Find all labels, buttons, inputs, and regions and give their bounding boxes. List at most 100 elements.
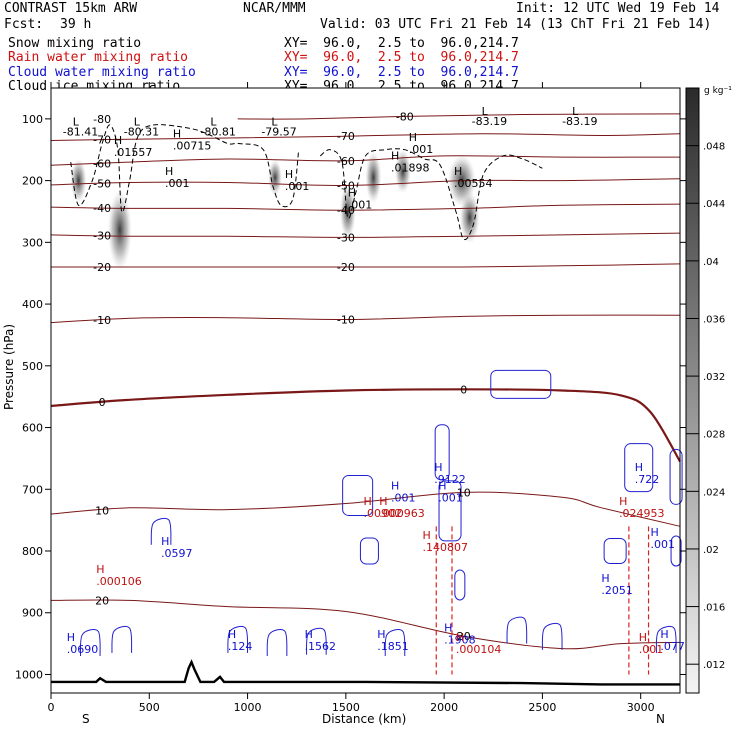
snow-shade-7 xyxy=(268,159,283,196)
snow-max-h-6: H xyxy=(454,165,462,178)
ice-low-value-2: -80.81 xyxy=(200,126,235,139)
cloudwater-low-4 xyxy=(266,629,288,657)
cloudwater-max-value-1: .0597 xyxy=(161,547,193,560)
ice-low-value-4: -83.19 xyxy=(472,115,507,128)
snow-shade-2 xyxy=(365,151,382,204)
cloudwater-max-h-12: H xyxy=(660,628,668,641)
rain-max-h-6: H xyxy=(639,631,647,644)
temp-contour-10 xyxy=(50,599,681,650)
ice-contour-0 xyxy=(70,124,300,213)
cloudwater-max-h-3: H xyxy=(305,628,313,641)
cloudwater-contour-6 xyxy=(624,443,654,493)
cloudwater-max-h-0: H xyxy=(67,631,75,644)
temp-contour-label-mid-9: 10 xyxy=(457,486,471,499)
temp-contour-label-mid-8: 0 xyxy=(460,383,467,396)
field-rain-label: Rain water mixing ratio xyxy=(8,50,189,65)
ice-low-l-3: L xyxy=(271,116,278,129)
snow-shade-6 xyxy=(70,158,87,203)
snow-max-h-5: H xyxy=(409,131,417,144)
ice-low-l-5: L xyxy=(572,105,579,118)
snow-max-h-7: H xyxy=(348,186,356,199)
cloudwater-max-value-4: .1851 xyxy=(377,640,409,653)
rain-max-h-5: H xyxy=(619,495,627,508)
y-tick-label-1: 200 xyxy=(22,175,43,188)
temp-contour-0 xyxy=(237,113,681,120)
cloudwater-max-value-5: .001 xyxy=(391,492,416,505)
init-time: Init: 12 UTC Wed 19 Feb 14 xyxy=(516,1,720,16)
cloudwater-contour-3 xyxy=(438,480,462,542)
cloudwater-contour-0 xyxy=(342,474,374,516)
colorbar-tick-label-9: .012 xyxy=(703,660,725,671)
cloudwater-max-h-9: H xyxy=(601,572,609,585)
cloudwater-low-6 xyxy=(384,629,406,657)
cloudwater-max-h-1: H xyxy=(161,535,169,548)
forecast-hours: 39 h xyxy=(60,17,92,32)
field-cloudwater-label: Cloud water mixing ratio xyxy=(8,65,196,80)
ice-low-value-0: -81.41 xyxy=(63,126,98,139)
field-rain-xy: XY= 96.0, 2.5 to 96.0,214.7 xyxy=(284,50,519,65)
model-title: CONTRAST 15km ARW xyxy=(4,1,138,16)
cloudwater-max-value-9: .2051 xyxy=(601,584,633,597)
rain-max-h-4: H xyxy=(456,631,464,644)
y-tick-label-3: 400 xyxy=(22,298,43,311)
cloudwater-max-h-6: H xyxy=(434,461,442,474)
x-tick-label-2: 1000 xyxy=(234,701,262,714)
cloudwater-max-value-11: .001 xyxy=(651,538,676,551)
valid-time: Valid: 03 UTC Fri 21 Feb 14 (13 ChT Fri … xyxy=(320,17,712,32)
cloudwater-max-value-0: .0690 xyxy=(67,643,99,656)
cloudwater-max-value-7: .001 xyxy=(438,492,463,505)
y-axis-label: Pressure (hPa) xyxy=(2,323,17,411)
cloudwater-low-8 xyxy=(541,622,563,650)
temp-contour-label-mid-2: -60 xyxy=(337,155,355,168)
snow-max-value-7: .001 xyxy=(348,198,373,211)
snow-max-value-0: .01557 xyxy=(114,146,152,159)
cloudwater-low-0 xyxy=(79,629,101,657)
temp-contour-3 xyxy=(50,178,681,187)
y-tick-label-5: 600 xyxy=(22,422,43,435)
temp-contour-9 xyxy=(50,491,681,527)
snow-max-value-4: .01898 xyxy=(391,161,430,174)
temp-contour-label-mid-10: 20 xyxy=(457,630,471,643)
rain-max-h-2: H xyxy=(379,495,387,508)
colorbar-tick-label-4: .032 xyxy=(703,372,725,383)
colorbar-tick-label-0: .048 xyxy=(703,142,725,153)
snow-shade-1 xyxy=(339,183,356,240)
cloudwater-max-value-3: .1562 xyxy=(305,640,337,653)
cloudwater-max-value-2: .124 xyxy=(228,640,253,653)
rain-max-value-0: .000106 xyxy=(96,575,142,588)
x-tick-label-4: 2000 xyxy=(430,701,458,714)
temp-contour-5 xyxy=(50,232,681,238)
y-tick-label-0: 100 xyxy=(22,113,43,126)
ice-low-value-1: -80.31 xyxy=(124,126,159,139)
rain-max-value-3: .140807 xyxy=(423,541,469,554)
colorbar-tick-label-8: .016 xyxy=(703,603,725,614)
cloudwater-low-3 xyxy=(227,625,249,653)
snow-max-value-5: .001 xyxy=(409,143,434,156)
ice-contour-1 xyxy=(319,148,543,241)
temp-contour-label-2: -60 xyxy=(93,157,111,170)
temp-contour-4 xyxy=(50,203,681,211)
rain-max-value-4: .000104 xyxy=(456,643,502,656)
snow-max-h-4: H xyxy=(391,149,399,162)
temp-contour-7 xyxy=(50,314,681,324)
ice-low-l-0: L xyxy=(73,116,80,129)
cloudwater-low-7 xyxy=(506,616,528,644)
field-snow-xy: XY= 96.0, 2.5 to 96.0,214.7 xyxy=(284,36,519,51)
x-tick-label-3: 1500 xyxy=(332,701,360,714)
forecast-label: Fcst: xyxy=(4,17,44,32)
terrain-line xyxy=(51,659,680,686)
cloudwater-max-value-6: .9122 xyxy=(434,473,466,486)
x-tick-label-5: 2500 xyxy=(528,701,556,714)
colorbar-tick-label-5: .028 xyxy=(703,430,725,441)
colorbar-tick-label-6: .024 xyxy=(703,487,725,498)
cloudwater-contour-5 xyxy=(490,369,552,399)
ice-low-l-2: L xyxy=(210,116,217,129)
plot-frame xyxy=(50,87,681,694)
temp-contour-label-3: -50 xyxy=(93,177,111,190)
cloudwater-max-h-7: H xyxy=(438,480,446,493)
cloudwater-max-value-10: .722 xyxy=(635,473,660,486)
temp-contour-label-9: 10 xyxy=(95,504,109,517)
snow-max-h-1: H xyxy=(173,128,181,141)
cloudwater-max-h-11: H xyxy=(651,526,659,539)
